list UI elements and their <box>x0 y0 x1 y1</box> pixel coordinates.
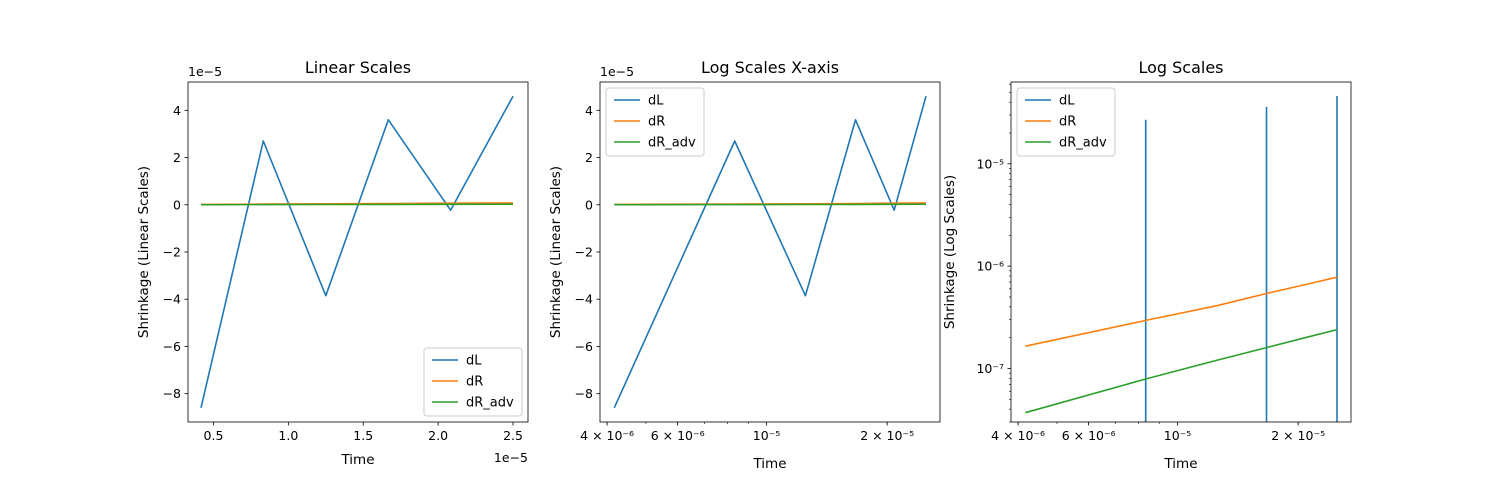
plot-area <box>200 95 514 408</box>
x-tick-label: 2.5 <box>503 428 523 443</box>
x-tick-label: 2.0 <box>428 428 448 443</box>
y-tick-label: −6 <box>575 339 593 354</box>
x-axis-label: Time <box>752 456 786 472</box>
x-tick-label: 2 × 10⁻⁵ <box>1271 428 1325 443</box>
legend: dL dR dR_adv <box>423 347 523 417</box>
y-offset-text: 1e−5 <box>600 64 634 79</box>
y-tick-label: −6 <box>163 339 181 354</box>
x-tick-label: 4 × 10⁻⁶ <box>580 428 634 443</box>
series-line-dL <box>200 95 514 408</box>
chart-title: Log Scales <box>1138 58 1223 77</box>
legend-label: dL <box>1059 94 1075 109</box>
x-tick-label: 10⁻⁵ <box>753 428 781 443</box>
subplot-1: 0.5 1.0 1.5 2.0 2.5 1e−5 −8 −6 −4 −2 0 2 4 1e−5 Linear… <box>136 58 529 468</box>
y-tick-label: −4 <box>575 292 593 307</box>
y-tick-label: 4 <box>173 103 181 118</box>
x-tick-label: 4 × 10⁻⁶ <box>991 428 1045 443</box>
legend-box <box>423 347 523 417</box>
chart-title: Log Scales X-axis <box>701 58 839 77</box>
series-line-dR_adv <box>200 203 514 206</box>
x-tick-label: 10⁻⁵ <box>1164 428 1192 443</box>
x-offset-text: 1e−5 <box>494 450 528 465</box>
legend-label: dL <box>466 354 482 369</box>
subplot-2: 4 × 10⁻⁶ 6 × 10⁻⁶ 10⁻⁵ 2 × 10⁻⁵ −8 −6 −4 −2 0 2 4 1… <box>548 58 941 472</box>
legend-box <box>605 87 705 157</box>
y-axis-label: Shrinkage (Linear Scales) <box>136 166 152 338</box>
y-tick-label: 10⁻⁶ <box>976 259 1004 274</box>
plot-area <box>1025 96 1338 422</box>
x-tick-label: 1.5 <box>353 428 373 443</box>
series-line-dR_adv <box>1025 328 1338 414</box>
y-tick-label: −2 <box>163 245 181 260</box>
legend: dL dR dR_adv <box>605 87 705 157</box>
y-tick-label: 2 <box>173 150 181 165</box>
y-tick-label: 2 <box>585 150 593 165</box>
x-axis-label: Time <box>340 452 374 468</box>
x-tick-label: 2 × 10⁻⁵ <box>860 428 914 443</box>
legend-label: dR_adv <box>1059 136 1107 151</box>
legend-label: dL <box>648 94 664 109</box>
series-line-dL <box>613 95 927 409</box>
x-tick-label: 6 × 10⁻⁶ <box>651 428 705 443</box>
y-tick-label: −2 <box>575 245 593 260</box>
y-offset-text: 1e−5 <box>188 64 222 79</box>
plot-area <box>613 95 927 409</box>
y-tick-label: 0 <box>173 197 181 212</box>
subplot-3: 4 × 10⁻⁶ 6 × 10⁻⁶ 10⁻⁵ 2 × 10⁻⁵ 10⁻⁷ 10⁻⁶ 10⁻⁵… <box>942 58 1352 472</box>
legend-label: dR <box>648 115 665 130</box>
y-tick-label: −8 <box>575 386 593 401</box>
legend: dL dR dR_adv <box>1016 87 1116 157</box>
legend-label: dR_adv <box>648 136 696 151</box>
legend-label: dR_adv <box>466 396 514 411</box>
y-axis-label: Shrinkage (Linear Scales) <box>548 166 564 338</box>
x-tick-label: 1.0 <box>278 428 298 443</box>
y-tick-label: 10⁻⁷ <box>976 361 1004 376</box>
axes-frame <box>1010 81 1352 423</box>
x-axis-label: Time <box>1163 456 1197 472</box>
legend-label: dR <box>466 375 483 390</box>
y-tick-label: 0 <box>585 197 593 212</box>
x-tick-label: 6 × 10⁻⁶ <box>1062 428 1116 443</box>
legend-box <box>1016 87 1116 157</box>
y-tick-label: −8 <box>163 386 181 401</box>
y-tick-label: 10⁻⁵ <box>976 156 1004 171</box>
series-line-dR <box>1025 276 1338 347</box>
series-line-dR_adv <box>614 203 927 206</box>
y-tick-label: 4 <box>585 103 593 118</box>
x-tick-label: 0.5 <box>204 428 224 443</box>
y-axis-label: Shrinkage (Log Scales) <box>942 175 958 329</box>
legend-label: dR <box>1059 115 1076 130</box>
y-tick-label: −4 <box>163 292 181 307</box>
chart-title: Linear Scales <box>305 58 411 77</box>
